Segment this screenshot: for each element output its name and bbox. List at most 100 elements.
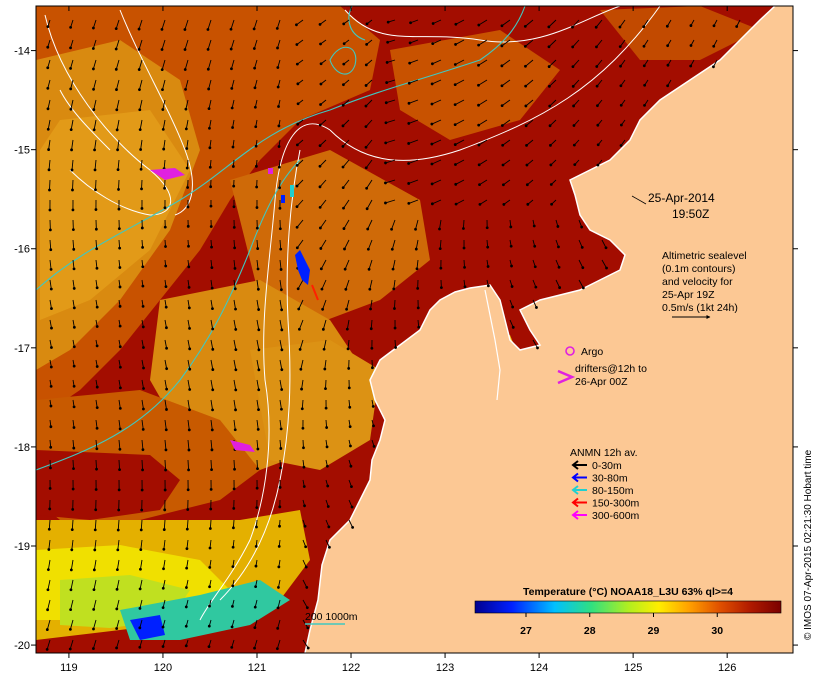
velocity-arrow-head	[342, 227, 346, 230]
velocity-arrow	[320, 259, 327, 270]
velocity-arrow-head	[211, 347, 215, 351]
velocity-arrow-head	[279, 268, 283, 271]
velocity-arrow-head	[72, 287, 76, 290]
velocity-arrow	[256, 399, 259, 410]
velocity-arrow-head	[430, 122, 434, 126]
velocity-arrow	[95, 179, 97, 190]
velocity-arrow-head	[231, 584, 235, 588]
velocity-arrow	[46, 639, 51, 650]
velocity-arrow-head	[209, 225, 213, 228]
velocity-arrow	[47, 559, 51, 570]
velocity-arrow-head	[254, 545, 258, 548]
velocity-arrow	[324, 359, 327, 370]
velocity-arrow-head	[164, 285, 168, 289]
velocity-arrow-head	[347, 386, 351, 390]
velocity-arrow-head	[277, 586, 280, 589]
velocity-arrow-head	[232, 526, 235, 530]
velocity-arrow	[117, 159, 120, 170]
velocity-arrow-head	[47, 168, 51, 172]
velocity-arrow	[548, 39, 557, 48]
velocity-arrow	[391, 219, 396, 230]
velocity-arrow	[572, 79, 580, 87]
velocity-arrow-head	[463, 265, 466, 269]
velocity-arrow-head	[619, 144, 623, 147]
velocity-arrow	[572, 59, 580, 67]
sea-temperature-field	[36, 6, 760, 640]
anmn-depth-label: 80-150m	[592, 485, 634, 497]
velocity-arrow-head	[163, 206, 167, 210]
velocity-arrow-head	[49, 268, 53, 271]
velocity-arrow-head	[342, 22, 346, 26]
velocity-arrow-head	[231, 126, 234, 129]
velocity-arrow	[256, 359, 260, 370]
velocity-arrow-head	[71, 228, 75, 232]
velocity-arrow-head	[295, 23, 298, 27]
velocity-arrow-head	[257, 368, 261, 372]
latitude-axis: -14 -15 -16 -17 -18 -19 -20	[14, 46, 798, 652]
velocity-arrow-head	[431, 42, 435, 46]
velocity-arrow-head	[462, 246, 466, 250]
argo-label: Argo	[581, 346, 603, 358]
velocity-arrow-head	[619, 64, 622, 68]
drifters-line-1: drifters@12h to	[575, 363, 647, 375]
velocity-arrow-head	[463, 285, 467, 289]
velocity-arrow-head	[689, 44, 693, 47]
velocity-arrow-head	[306, 626, 310, 630]
velocity-arrow	[161, 19, 166, 30]
velocity-arrow-head	[407, 162, 411, 165]
velocity-arrow-head	[416, 306, 420, 310]
velocity-arrow-head	[233, 287, 237, 291]
velocity-arrow	[595, 19, 603, 28]
altimetry-line-5: 0.5m/s (1kt 24h)	[662, 302, 738, 314]
velocity-arrow-head	[165, 408, 168, 411]
velocity-arrow-head	[118, 427, 122, 431]
velocity-arrow	[49, 179, 51, 190]
velocity-arrow-head	[206, 28, 210, 31]
velocity-arrow-head	[416, 286, 420, 290]
velocity-arrow-head	[165, 387, 169, 391]
velocity-arrow-head	[233, 428, 237, 432]
velocity-arrow-head	[549, 143, 552, 147]
velocity-arrow	[478, 159, 488, 166]
velocity-arrow-head	[371, 366, 374, 370]
velocity-arrow-head	[407, 202, 411, 205]
velocity-arrow	[72, 179, 74, 190]
velocity-arrow-head	[141, 448, 145, 452]
velocity-arrow-head	[231, 604, 234, 608]
velocity-arrow	[501, 19, 511, 27]
velocity-arrow	[47, 79, 51, 89]
velocity-arrow	[478, 39, 488, 46]
anmn-arrowhead-icon	[571, 485, 579, 495]
velocity-arrow	[138, 19, 143, 30]
velocity-arrow-head	[257, 388, 261, 392]
velocity-arrow-head	[209, 204, 213, 208]
velocity-arrow	[256, 259, 259, 270]
velocity-arrow-head	[50, 346, 53, 349]
velocity-arrow-head	[642, 44, 646, 48]
velocity-arrow	[117, 539, 120, 550]
velocity-arrow	[342, 159, 350, 168]
velocity-arrow	[115, 59, 120, 70]
velocity-arrow-head	[295, 43, 299, 46]
velocity-arrow-head	[344, 287, 348, 291]
x-tick-label: 122	[342, 662, 360, 674]
velocity-arrow	[297, 279, 304, 289]
anmn-depth-label: 0-30m	[592, 460, 622, 472]
velocity-arrow-head	[477, 43, 481, 47]
velocity-arrow	[233, 419, 236, 430]
velocity-arrow	[231, 79, 235, 89]
velocity-arrow-head	[328, 545, 331, 549]
velocity-arrow	[279, 279, 282, 290]
velocity-arrow-head	[320, 287, 324, 291]
velocity-arrow-head	[187, 286, 191, 289]
velocity-arrow-head	[46, 568, 50, 572]
velocity-arrow-head	[350, 485, 353, 489]
velocity-arrow-head	[141, 468, 144, 472]
velocity-arrow	[439, 219, 442, 230]
velocity-arrow	[320, 239, 327, 249]
velocity-arrow-head	[72, 426, 76, 429]
velocity-arrow-head	[642, 25, 646, 29]
velocity-arrow	[479, 179, 488, 185]
velocity-arrow	[367, 239, 373, 250]
velocity-arrow-head	[211, 388, 215, 392]
